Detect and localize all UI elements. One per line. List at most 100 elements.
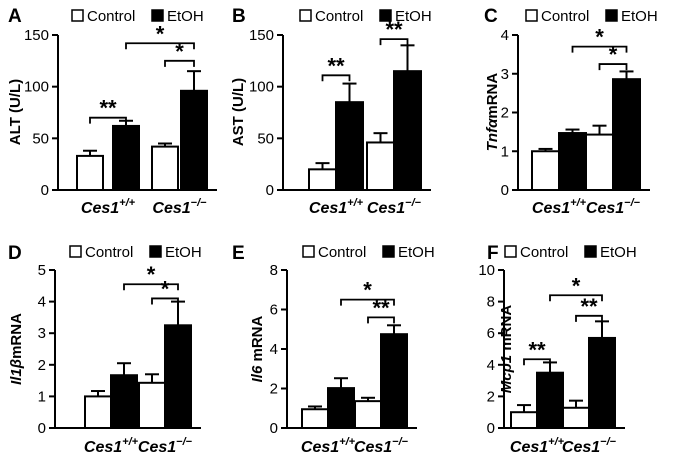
legend-label-control: Control	[85, 244, 133, 261]
x-category-base: Ces1	[367, 200, 405, 217]
legend-swatch-control	[525, 9, 538, 22]
x-category-label: Ces1+/+	[510, 436, 565, 456]
significance-marker: *	[363, 278, 372, 303]
y-tick-label: 4	[501, 27, 509, 44]
y-tick-label: 100	[24, 79, 49, 96]
y-tick-label: 0	[266, 182, 274, 199]
significance-bracket	[89, 116, 127, 124]
y-axis-title-part: mRNA	[8, 313, 25, 359]
y-axis-title-part: AST (U/L)	[230, 78, 247, 146]
x-category-superscript: +/+	[119, 197, 135, 209]
y-axis-title-part: mRNA	[249, 315, 266, 365]
y-tick-label: 2	[270, 381, 278, 398]
y-tick-label: 0	[487, 420, 495, 437]
bar-etoh-ko	[380, 333, 408, 429]
x-category-base: Ces1	[309, 200, 347, 217]
x-category-label: Ces1+/+	[309, 197, 364, 217]
significance-marker: *	[156, 21, 165, 46]
significance-marker: **	[372, 295, 390, 320]
panel-letter: E	[232, 243, 245, 264]
significance-marker: **	[99, 96, 117, 121]
y-axis-title-part: mRNA	[498, 305, 515, 355]
x-category-base: Ces1	[510, 439, 548, 456]
bar-etoh-ko	[588, 336, 616, 429]
significance-marker: *	[609, 42, 618, 67]
x-category-label: Ces1+/+	[81, 197, 136, 217]
x-category-superscript: −/−	[405, 197, 421, 209]
legend-label-control: Control	[87, 8, 135, 25]
bar-etoh-ko	[164, 324, 192, 429]
significance-bracket	[125, 42, 195, 50]
bar-etoh-wt	[327, 387, 355, 430]
y-tick-label: 4	[38, 294, 46, 311]
legend-label-control: Control	[541, 8, 589, 25]
bar-control-ko	[562, 406, 590, 429]
significance-bracket	[523, 358, 551, 366]
panel-letter: B	[232, 6, 246, 27]
bar-etoh-wt	[112, 124, 140, 191]
bar-control-wt	[301, 408, 329, 429]
significance-bracket	[575, 314, 603, 322]
y-tick-label: 0	[41, 182, 49, 199]
bar-control-ko	[354, 400, 382, 430]
bar-control-ko	[151, 145, 179, 192]
legend-swatch-etoh	[584, 245, 597, 258]
significance-marker: *	[572, 273, 581, 298]
x-category-label: Ces1+/+	[301, 436, 356, 456]
y-axis-title-part: Mcp1	[498, 355, 515, 393]
x-category-superscript: −/−	[191, 197, 207, 209]
significance-bracket	[164, 59, 195, 67]
significance-bracket	[151, 297, 179, 305]
bar-control-wt	[76, 154, 104, 191]
legend-swatch-control	[504, 245, 517, 258]
x-category-base: Ces1	[586, 200, 624, 217]
legend-label-control: Control	[315, 8, 363, 25]
panel-letter: A	[8, 6, 22, 27]
bar-control-wt	[84, 395, 112, 429]
bar-etoh-wt	[558, 132, 587, 192]
legend-swatch-etoh	[382, 245, 395, 258]
x-category-label: Ces1+/+	[532, 197, 587, 217]
x-category-label: Ces1−/−	[367, 197, 422, 217]
x-category-superscript: −/−	[176, 436, 192, 448]
legend-label-etoh: EtOH	[167, 8, 204, 25]
x-category-base: Ces1	[152, 200, 190, 217]
y-axis-title: Mcp1 mRNA	[498, 305, 515, 394]
panel-letter: D	[8, 243, 22, 264]
significance-bracket	[571, 45, 628, 53]
x-category-label: Ces1−/−	[152, 197, 207, 217]
legend-swatch-etoh	[149, 245, 162, 258]
legend: Control EtOH	[299, 8, 432, 25]
y-tick-label: 0	[501, 182, 509, 199]
y-tick-label: 0	[38, 420, 46, 437]
significance-bracket	[340, 298, 395, 306]
y-axis-title: AST (U/L)	[230, 78, 247, 146]
x-category-base: Ces1	[562, 439, 600, 456]
legend-label-etoh: EtOH	[621, 8, 658, 25]
legend: Control EtOH	[71, 8, 204, 25]
y-tick-label: 10	[478, 262, 495, 279]
y-tick-label: 150	[249, 27, 274, 44]
x-category-superscript: +/+	[570, 197, 586, 209]
bar-etoh-ko	[180, 89, 208, 191]
legend: Control EtOH	[69, 244, 202, 261]
x-category-label: Ces1−/−	[586, 197, 641, 217]
legend: Control EtOH	[525, 8, 658, 25]
significance-bracket	[321, 74, 351, 82]
x-category-base: Ces1	[532, 200, 570, 217]
y-tick-label: 0	[270, 420, 278, 437]
y-tick-label: 1	[501, 143, 509, 160]
significance-marker: **	[385, 17, 403, 42]
legend-swatch-etoh	[379, 9, 392, 22]
y-tick-label: 1	[38, 388, 46, 405]
legend-swatch-control	[69, 245, 82, 258]
significance-bracket	[379, 38, 409, 46]
x-category-superscript: +/+	[548, 436, 564, 448]
bar-etoh-ko	[393, 70, 422, 191]
y-tick-label: 150	[24, 27, 49, 44]
legend-swatch-control	[302, 245, 315, 258]
x-category-superscript: +/+	[347, 197, 363, 209]
bar-control-ko	[138, 381, 166, 430]
y-tick-label: 8	[270, 262, 278, 279]
